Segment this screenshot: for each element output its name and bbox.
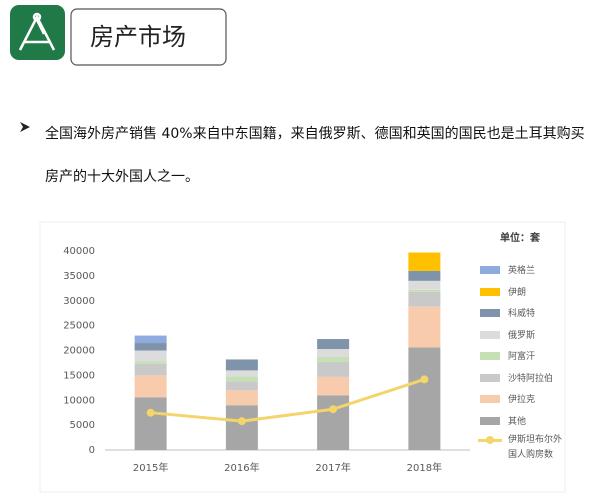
bar-segment bbox=[317, 356, 350, 362]
x-tick-label: 2015年 bbox=[133, 461, 168, 474]
line bbox=[150, 377, 425, 423]
legend-swatch bbox=[480, 330, 500, 339]
bar-segment bbox=[317, 349, 350, 357]
bar-segment bbox=[225, 405, 258, 450]
bar-segment bbox=[225, 359, 258, 371]
bar-segment bbox=[317, 339, 350, 350]
bar-segment bbox=[225, 376, 258, 382]
legend-dot bbox=[486, 436, 494, 444]
bar-segment bbox=[408, 280, 441, 290]
bar-segment bbox=[408, 306, 441, 348]
legend-swatch bbox=[480, 373, 500, 382]
bar-segment bbox=[134, 335, 167, 344]
legend-swatch bbox=[480, 352, 500, 360]
bar-segment bbox=[408, 270, 441, 281]
y-tick-label: 10000 bbox=[63, 395, 95, 406]
bullet-icon bbox=[20, 122, 30, 132]
y-tick-label: 5000 bbox=[70, 420, 95, 431]
y-tick-label: 0 bbox=[89, 445, 95, 456]
bullet-text: 全国海外房产销售 40%来自中东国籍，来自俄罗斯、德国和英国的国民也是土耳其购买… bbox=[45, 126, 585, 185]
line-marker bbox=[237, 417, 246, 426]
title-box bbox=[70, 8, 227, 66]
legend-swatch bbox=[480, 287, 500, 296]
legend-label: 英格兰 bbox=[508, 266, 536, 276]
legend-label: 俄罗斯 bbox=[508, 330, 536, 341]
legend-swatch bbox=[480, 395, 500, 403]
bar-segment bbox=[408, 289, 441, 292]
bar-segment bbox=[408, 252, 441, 271]
bar-segment bbox=[225, 381, 258, 391]
line-marker bbox=[146, 408, 155, 417]
line-marker bbox=[329, 405, 338, 414]
bar-segment bbox=[134, 343, 167, 351]
x-tick-label: 2018年 bbox=[407, 461, 442, 474]
legend-swatch bbox=[480, 309, 500, 317]
y-tick-label: 35000 bbox=[63, 271, 95, 282]
x-tick-label: 2016年 bbox=[224, 461, 259, 474]
line-marker bbox=[420, 375, 429, 384]
y-tick-label: 20000 bbox=[63, 346, 95, 357]
legend-label: 其他 bbox=[508, 416, 527, 427]
y-tick-label: 30000 bbox=[63, 296, 95, 307]
y-tick-label: 25000 bbox=[63, 321, 95, 332]
bar-segment bbox=[225, 390, 258, 406]
y-tick-label: 40000 bbox=[63, 246, 95, 257]
bar-segment bbox=[408, 347, 441, 450]
bar-segment bbox=[134, 363, 167, 376]
legend-label: 伊斯坦布尔外国人购房数 bbox=[508, 435, 563, 460]
chart-frame bbox=[39, 221, 566, 493]
x-tick-label: 2017年 bbox=[315, 461, 350, 474]
bar-segment bbox=[225, 370, 258, 377]
legend-label: 科威特 bbox=[508, 309, 536, 319]
unit-label: 单位：套 bbox=[500, 231, 541, 244]
bar-segment bbox=[134, 397, 167, 450]
bar-segment bbox=[317, 376, 350, 396]
bar-segment bbox=[134, 350, 167, 362]
bar-segment bbox=[317, 361, 350, 377]
legend-label: 阿富汗 bbox=[508, 352, 536, 362]
y-tick-label: 15000 bbox=[63, 370, 95, 381]
legend-label: 沙特阿拉伯 bbox=[508, 373, 554, 384]
bar-segment bbox=[408, 291, 441, 307]
title: 房产市场 bbox=[90, 23, 186, 51]
legend-swatch bbox=[480, 266, 500, 274]
bar-segment bbox=[317, 395, 350, 450]
bar-segment bbox=[134, 375, 167, 398]
legend-swatch bbox=[480, 416, 500, 425]
legend-label: 伊朗 bbox=[508, 287, 527, 298]
bar-segment bbox=[134, 361, 167, 364]
legend-label: 伊拉克 bbox=[508, 395, 536, 405]
logo-icon bbox=[18, 12, 56, 51]
